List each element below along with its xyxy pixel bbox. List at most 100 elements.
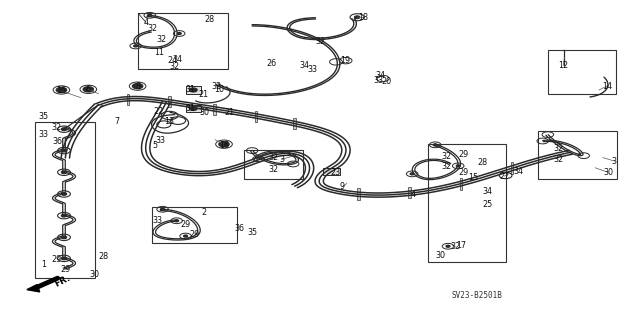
Text: 21: 21	[224, 108, 234, 117]
Text: 33: 33	[38, 130, 49, 139]
Circle shape	[433, 144, 437, 146]
Bar	[168, 95, 171, 107]
Text: 34: 34	[375, 71, 385, 80]
Circle shape	[61, 214, 67, 217]
Text: 32: 32	[553, 144, 563, 153]
Text: 34: 34	[513, 167, 524, 176]
Text: 28: 28	[477, 158, 488, 167]
Text: FR.: FR.	[52, 274, 71, 289]
Text: 33: 33	[307, 65, 317, 74]
Text: SV23-B2501B: SV23-B2501B	[451, 291, 502, 300]
Text: 20: 20	[381, 77, 392, 86]
Circle shape	[61, 257, 67, 260]
Circle shape	[61, 128, 67, 130]
Text: 19: 19	[340, 56, 351, 65]
Text: 32: 32	[269, 153, 279, 162]
Circle shape	[134, 45, 138, 47]
Text: 32: 32	[156, 35, 166, 44]
Bar	[186, 86, 201, 94]
Text: 32: 32	[451, 242, 461, 251]
Text: 29: 29	[189, 230, 200, 239]
Text: 28: 28	[205, 15, 215, 24]
Bar	[357, 188, 360, 200]
Circle shape	[61, 236, 67, 239]
Bar	[152, 207, 237, 243]
Text: 31: 31	[186, 104, 196, 113]
Text: 33: 33	[152, 216, 163, 225]
Text: 32: 32	[169, 63, 179, 71]
Circle shape	[189, 88, 197, 92]
Text: 5: 5	[152, 141, 157, 150]
Text: 8: 8	[135, 82, 140, 91]
Text: 3: 3	[279, 155, 284, 164]
Text: 26: 26	[266, 59, 276, 68]
Bar	[511, 162, 513, 174]
Text: 15: 15	[468, 173, 479, 182]
Circle shape	[61, 149, 67, 152]
Bar	[244, 150, 303, 179]
Text: 30: 30	[435, 251, 445, 260]
Circle shape	[161, 208, 164, 210]
Text: 29: 29	[458, 168, 468, 177]
Text: 6: 6	[86, 85, 91, 94]
Text: 36: 36	[234, 224, 244, 233]
Text: 32: 32	[442, 162, 452, 171]
Text: 25: 25	[483, 200, 493, 209]
Text: 34: 34	[483, 187, 493, 196]
Bar	[323, 168, 340, 175]
Text: 31: 31	[186, 85, 196, 94]
Text: 2: 2	[201, 208, 206, 217]
Text: 32: 32	[269, 165, 279, 174]
Text: 10: 10	[214, 85, 224, 94]
Text: 27: 27	[499, 172, 509, 181]
Circle shape	[446, 245, 450, 247]
Text: 1: 1	[41, 260, 46, 269]
Bar	[428, 144, 506, 262]
Bar	[127, 94, 129, 105]
Text: 7: 7	[115, 117, 120, 126]
Circle shape	[456, 165, 460, 167]
Text: 33: 33	[374, 76, 384, 85]
Text: 17: 17	[456, 241, 466, 250]
Text: 32: 32	[147, 24, 157, 33]
Circle shape	[184, 235, 188, 237]
Bar	[538, 131, 617, 179]
Text: 11: 11	[154, 48, 164, 57]
Bar	[548, 50, 616, 94]
Polygon shape	[27, 285, 40, 292]
Text: 32: 32	[442, 152, 452, 161]
Text: 4: 4	[143, 18, 148, 27]
Circle shape	[219, 142, 229, 147]
Text: 29: 29	[458, 150, 468, 159]
Text: 34: 34	[173, 55, 183, 63]
Circle shape	[132, 84, 143, 89]
Text: 29: 29	[180, 220, 191, 229]
Text: 16: 16	[56, 86, 67, 95]
Text: 18: 18	[358, 13, 369, 22]
Text: 33: 33	[155, 137, 165, 145]
Text: 23: 23	[330, 168, 340, 177]
Text: 12: 12	[558, 61, 568, 70]
Circle shape	[355, 16, 360, 19]
Text: 21: 21	[198, 90, 209, 99]
Circle shape	[177, 33, 181, 34]
Bar	[460, 178, 462, 189]
Bar	[138, 13, 228, 69]
Text: 30: 30	[603, 168, 613, 177]
Text: 4: 4	[410, 190, 415, 199]
Text: 32: 32	[211, 82, 221, 91]
Text: 13: 13	[164, 117, 174, 126]
Bar	[255, 111, 257, 122]
Circle shape	[83, 87, 93, 92]
Bar	[186, 105, 201, 112]
Text: 14: 14	[602, 82, 612, 91]
Text: 35: 35	[38, 112, 49, 121]
Bar	[35, 122, 95, 278]
Circle shape	[410, 173, 414, 175]
Circle shape	[56, 87, 67, 93]
Text: 30: 30	[90, 270, 100, 279]
Text: 36: 36	[52, 137, 63, 146]
Text: 3: 3	[612, 157, 617, 166]
Text: 16: 16	[219, 141, 229, 150]
Circle shape	[175, 220, 179, 222]
